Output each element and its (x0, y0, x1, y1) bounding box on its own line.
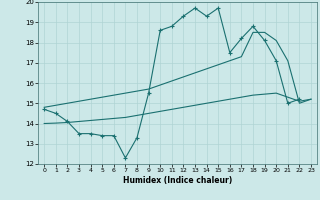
X-axis label: Humidex (Indice chaleur): Humidex (Indice chaleur) (123, 176, 232, 185)
